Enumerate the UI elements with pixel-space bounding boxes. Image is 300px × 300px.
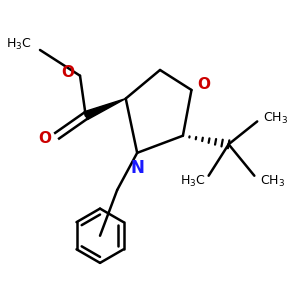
Text: O: O: [61, 65, 74, 80]
Text: N: N: [130, 159, 144, 177]
Text: H$_3$C: H$_3$C: [6, 37, 31, 52]
Text: H$_3$C: H$_3$C: [180, 174, 206, 189]
Text: CH$_3$: CH$_3$: [260, 174, 285, 189]
Text: O: O: [197, 77, 210, 92]
Polygon shape: [84, 99, 126, 120]
Text: CH$_3$: CH$_3$: [263, 111, 288, 126]
Text: O: O: [38, 131, 51, 146]
